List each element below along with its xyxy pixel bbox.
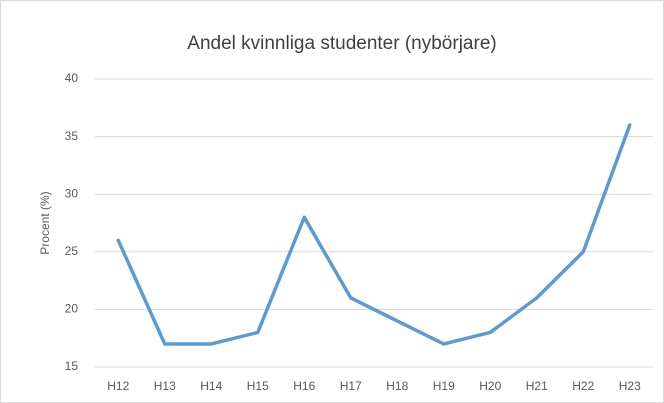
x-tick-label: H20	[479, 379, 501, 393]
x-tick-label: H18	[386, 379, 408, 393]
y-tick-label: 15	[65, 359, 79, 373]
x-tick-label: H12	[107, 379, 129, 393]
y-tick-label: 35	[65, 129, 79, 143]
x-tick-label: H17	[340, 379, 362, 393]
x-tick-label: H13	[154, 379, 176, 393]
y-tick-label: 25	[65, 244, 79, 258]
x-tick-label: H23	[619, 379, 641, 393]
y-tick-label: 30	[65, 186, 79, 200]
y-tick-label: 20	[65, 302, 79, 316]
x-tick-label: H16	[293, 379, 315, 393]
x-tick-label: H19	[433, 379, 455, 393]
y-axis-label: Procent (%)	[38, 191, 52, 254]
chart-title: Andel kvinnliga studenter (nybörjare)	[187, 33, 496, 54]
y-tick-label: 40	[65, 71, 79, 85]
data-line	[116, 123, 632, 346]
x-tick-label: H15	[247, 379, 269, 393]
x-tick-label: H22	[572, 379, 594, 393]
x-tick-label: H21	[526, 379, 548, 393]
x-tick-label: H14	[200, 379, 222, 393]
